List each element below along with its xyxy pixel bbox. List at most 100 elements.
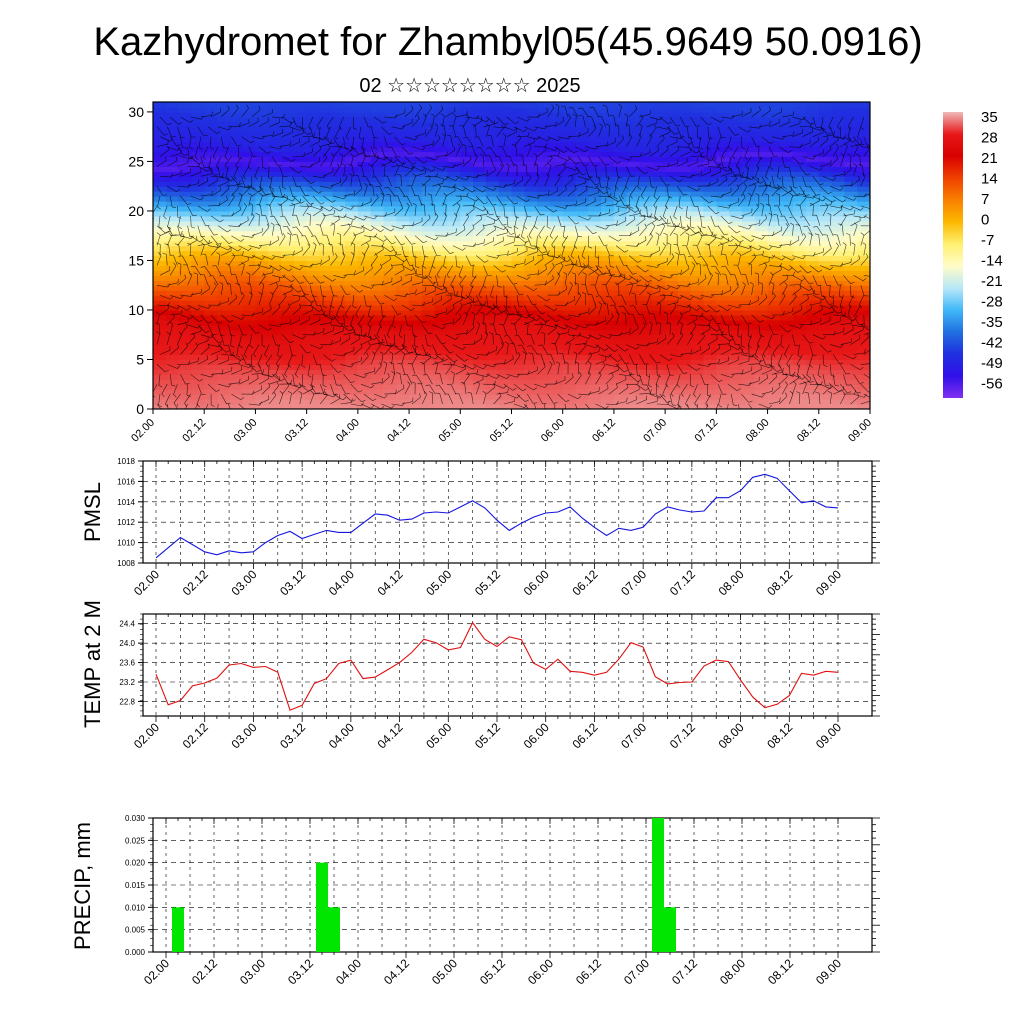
panel-frame <box>142 460 873 564</box>
y-tick-label: 5 <box>136 351 144 367</box>
x-tick-label: 02.12 <box>180 567 211 598</box>
y-tick-label: 10 <box>128 302 144 318</box>
precip-bar <box>652 818 664 952</box>
y-tick-label: 1018 <box>117 457 135 466</box>
colorbar-label: 28 <box>981 130 998 147</box>
x-tick-label: 05.12 <box>472 567 503 598</box>
x-tick-label: 04.12 <box>375 720 406 751</box>
x-tick-label: 05.00 <box>423 720 454 751</box>
x-tick-label: 04.00 <box>326 720 357 751</box>
colorbar-labels: 35 28 21 14 7 0 -7 -14 -21 -28 -35 -42 -49 -56 <box>981 109 1003 393</box>
x-tick-label: 03.12 <box>277 720 308 751</box>
colorbar-label: -35 <box>981 314 1003 331</box>
x-tick-label: 02.12 <box>189 956 220 987</box>
x-tick-label: 02.00 <box>141 956 172 987</box>
x-tick-label: 06.00 <box>521 720 552 751</box>
colorbar-label: 35 <box>981 109 998 126</box>
x-tick-label: 02.00 <box>131 720 162 751</box>
y-tick-label: 23.6 <box>119 659 135 668</box>
colorbar-label: -56 <box>981 376 1003 393</box>
colorbar: 35 28 21 14 7 0 -7 -14 -21 -28 -35 -42 -49 -56 <box>943 109 1003 398</box>
x-tick-label: 03.12 <box>285 956 316 987</box>
y-tick-label: 0.030 <box>125 814 146 823</box>
x-tick-label: 02.00 <box>131 567 162 598</box>
y-tick-label: 0.000 <box>125 948 146 957</box>
x-tick-label: 08.12 <box>764 720 795 751</box>
colorbar-label: -49 <box>981 355 1003 372</box>
precip-bar <box>664 907 676 952</box>
x-tick-label: 05.12 <box>488 417 516 445</box>
y-tick-label: 22.8 <box>119 697 135 706</box>
x-tick-label: 04.12 <box>375 567 406 598</box>
y-tick-label: 0.025 <box>125 836 146 845</box>
colorbar-label: -7 <box>981 232 994 249</box>
x-tick-label: 06.00 <box>525 956 556 987</box>
x-tick-label: 03.12 <box>277 567 308 598</box>
height-time-section: 0 5 10 15 20 25 30 02.00 02.12 03.00 03.12 04.00 04.… <box>128 101 874 445</box>
y-tick-label: 1016 <box>117 477 135 486</box>
chart-title: Kazhydromet for Zhambyl05(45.9649 50.091… <box>93 20 922 64</box>
x-tick-label: 07.12 <box>667 567 698 598</box>
pmsl-series-line <box>155 473 839 559</box>
x-tick-label: 06.00 <box>521 567 552 598</box>
precip-axis-label: PRECIP, mm <box>70 822 95 950</box>
x-tick-label: 03.00 <box>232 417 260 445</box>
y-tick-label: 1014 <box>117 498 135 507</box>
x-tick-label: 04.00 <box>326 567 357 598</box>
y-tick-label: 25 <box>128 153 144 169</box>
x-tick-label: 03.00 <box>228 567 259 598</box>
wind-barbs <box>153 103 870 409</box>
colorbar-label: 21 <box>981 150 998 167</box>
temp-panel: TEMP at 2 M 22.8 23.2 23.6 24.0 24.4 02.00 02.… <box>80 600 880 751</box>
precip-bar <box>172 907 184 952</box>
x-tick-label: 04.12 <box>381 956 412 987</box>
x-tick-label: 08.00 <box>717 956 748 987</box>
x-tick-label: 04.00 <box>333 956 364 987</box>
x-tick-label: 05.12 <box>472 720 503 751</box>
x-tick-label: 07.12 <box>667 720 698 751</box>
x-tick-label: 03.12 <box>283 417 311 445</box>
x-tick-label: 06.12 <box>573 956 604 987</box>
y-tick-label: 0 <box>136 401 144 417</box>
pmsl-axis-label: PMSL <box>80 482 105 542</box>
precip-bar <box>328 907 340 952</box>
x-tick-label: 07.00 <box>641 417 669 445</box>
x-tick-label: 04.12 <box>385 417 413 445</box>
colorbar-label: 7 <box>981 191 989 208</box>
y-tick-label: 0.005 <box>125 926 146 935</box>
x-tick-label: 07.00 <box>618 720 649 751</box>
y-tick-label: 1010 <box>117 539 135 548</box>
x-tick-label: 05.00 <box>436 417 464 445</box>
precip-bar <box>316 862 328 952</box>
x-tick-label: 06.00 <box>539 417 567 445</box>
x-tick-label: 08.00 <box>716 720 747 751</box>
colorbar-label: -42 <box>981 335 1003 352</box>
x-tick-label: 07.12 <box>669 956 700 987</box>
x-tick-label: 02.00 <box>129 417 157 445</box>
x-tick-label: 03.00 <box>237 956 268 987</box>
colorbar-label: -28 <box>981 294 1003 311</box>
x-tick-label: 05.00 <box>423 567 454 598</box>
x-tick-label: 09.00 <box>813 720 844 751</box>
y-tick-label: 30 <box>128 104 144 120</box>
precip-panel: PRECIP, mm 0.000 0.005 0.010 0.015 0.020 0.02… <box>70 814 880 987</box>
x-tick-label: 08.12 <box>795 417 823 445</box>
panel-frame <box>142 613 873 717</box>
temp-axis-label: TEMP at 2 M <box>80 600 105 728</box>
x-tick-label: 09.00 <box>813 567 844 598</box>
y-tick-label: 24.4 <box>119 620 135 629</box>
panel-frame <box>152 817 873 953</box>
x-tick-label: 03.00 <box>228 720 259 751</box>
pmsl-panel: PMSL 1008 1010 1012 1014 1016 1018 02.00 02.12 0… <box>80 457 880 598</box>
y-tick-label: 20 <box>128 203 144 219</box>
x-tick-label: 06.12 <box>569 567 600 598</box>
x-tick-label: 04.00 <box>334 417 362 445</box>
temp-series-line <box>155 621 839 711</box>
y-tick-label: 0.020 <box>125 859 146 868</box>
x-tick-label: 09.00 <box>813 956 844 987</box>
chart-subtitle: 02 ☆☆☆☆☆☆☆☆ 2025 <box>359 75 580 97</box>
colorbar-label: -21 <box>981 273 1003 290</box>
x-tick-label: 08.12 <box>764 567 795 598</box>
x-tick-label: 07.00 <box>621 956 652 987</box>
